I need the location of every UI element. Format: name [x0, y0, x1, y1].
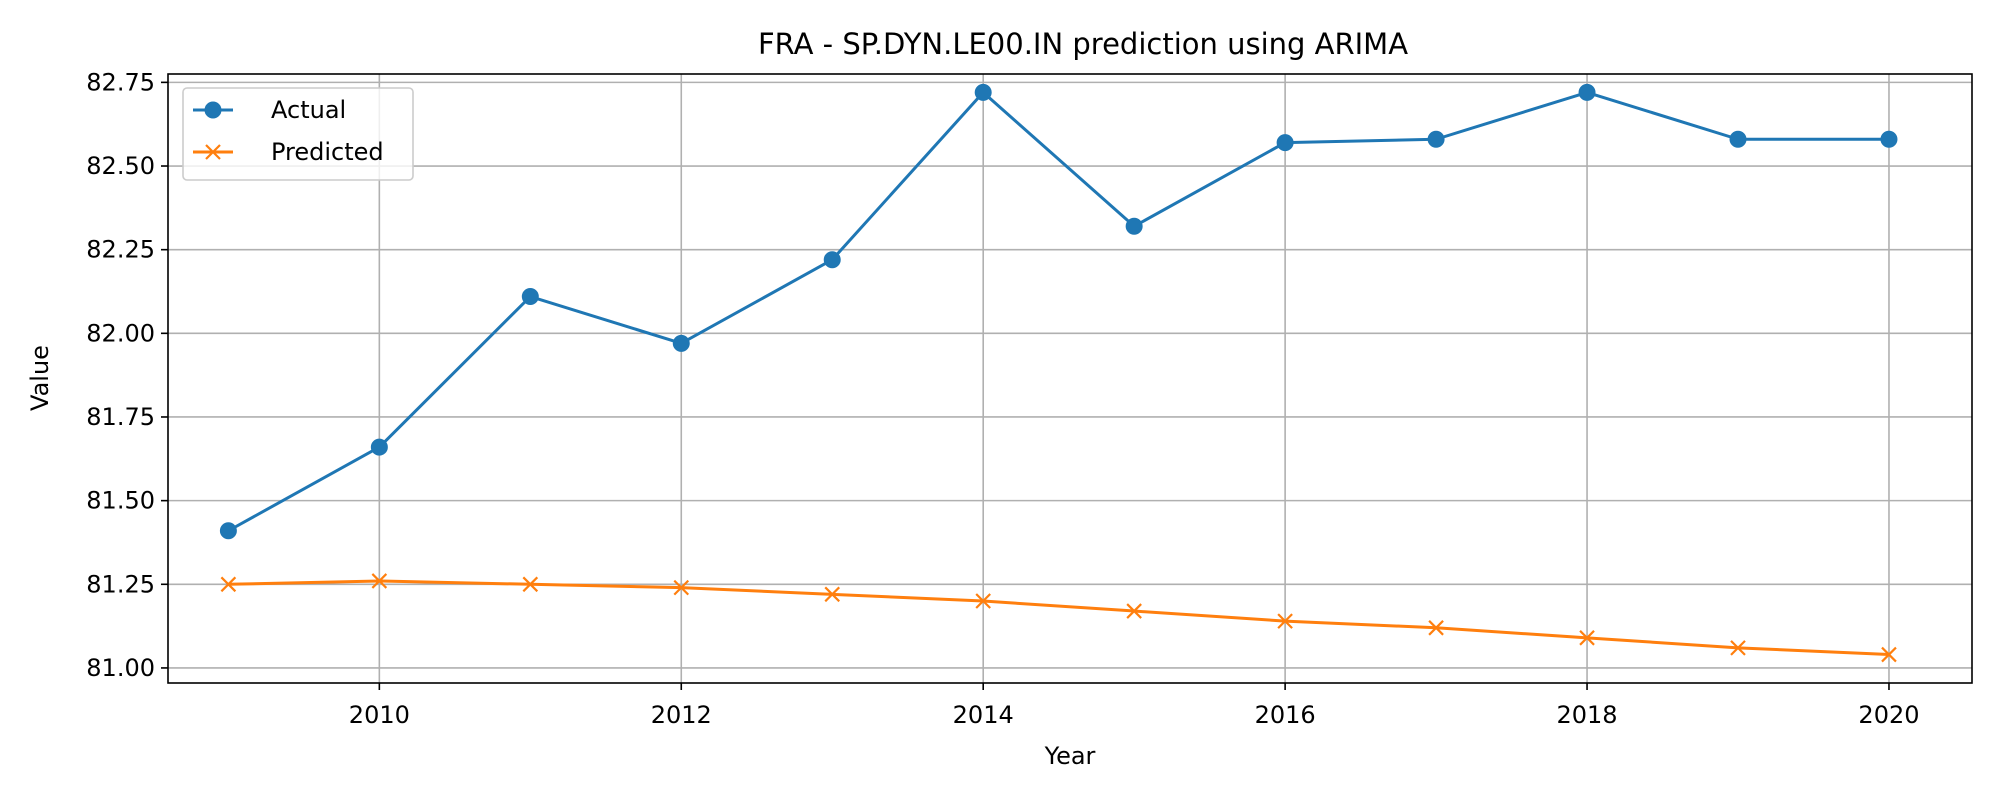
x-marker-stroke — [1126, 603, 1142, 619]
actual-point — [1276, 134, 1294, 152]
actual-point — [219, 522, 237, 540]
predicted-point — [975, 593, 991, 609]
x-axis-title: Year — [1044, 742, 1096, 770]
legend-frame — [182, 87, 414, 181]
legend-item-actual: Actual — [193, 96, 346, 124]
chart-title: FRA - SP.DYN.LE00.IN prediction using AR… — [758, 27, 1408, 61]
actual-point — [672, 334, 690, 352]
x-marker-stroke — [1277, 613, 1293, 629]
x-marker-stroke — [205, 144, 221, 160]
y-tick-label: 82.25 — [86, 236, 155, 264]
predicted-point — [824, 586, 841, 603]
x-tick-label: 2018 — [1557, 701, 1618, 729]
x-marker-stroke — [1881, 646, 1897, 663]
actual-point — [1880, 130, 1898, 148]
x-tick-label: 2012 — [651, 701, 712, 729]
y-tick-label: 82.00 — [86, 319, 155, 347]
x-marker-stroke — [522, 576, 539, 593]
plot-frame — [167, 73, 1973, 684]
x-tick-label: 2020 — [1858, 701, 1919, 729]
x-tick-label: 2010 — [349, 701, 410, 729]
predicted-line — [228, 579, 1890, 657]
predicted-point — [1126, 603, 1142, 619]
x-tick-label: 2014 — [953, 701, 1014, 729]
actual-point — [974, 83, 992, 101]
predicted-point — [371, 573, 388, 589]
actual-point — [1729, 130, 1747, 148]
x-tick-label: 2016 — [1255, 701, 1316, 729]
x-marker-stroke — [975, 593, 991, 609]
y-tick-label: 81.50 — [86, 487, 155, 515]
predicted-point — [1428, 620, 1444, 636]
legend-item-predicted: Predicted — [193, 138, 384, 166]
x-marker-stroke — [220, 576, 237, 593]
actual-line — [227, 90, 1889, 533]
x-marker-stroke — [371, 573, 388, 589]
legend-label: Predicted — [271, 138, 384, 166]
y-tick-label: 82.75 — [86, 68, 155, 96]
y-tick-label: 81.75 — [86, 403, 155, 431]
legend: Actual Predicted — [182, 87, 414, 181]
legend-label: Actual — [271, 96, 346, 124]
legend-swatch-marker — [204, 101, 222, 119]
y-tick-label: 81.00 — [86, 654, 155, 682]
y-tick-label: 81.25 — [86, 570, 155, 598]
actual-point — [823, 251, 841, 269]
x-marker-stroke — [1579, 630, 1595, 646]
predicted-point — [1277, 613, 1293, 629]
predicted-point — [673, 579, 690, 596]
y-axis-title: Value — [26, 345, 54, 411]
predicted-series — [220, 573, 1897, 663]
actual-point — [370, 438, 388, 456]
x-marker-stroke — [824, 586, 841, 603]
x-marker-stroke — [1730, 640, 1746, 656]
x-marker-stroke — [1428, 620, 1444, 636]
predicted-point — [1730, 640, 1746, 656]
predicted-point — [220, 576, 237, 593]
predicted-point — [1579, 630, 1595, 646]
series-layer — [219, 83, 1898, 663]
actual-point — [1427, 130, 1445, 148]
x-marker-stroke — [673, 579, 690, 596]
actual-point — [1125, 217, 1143, 235]
actual-point — [1578, 83, 1596, 101]
legend-swatch-marker — [205, 144, 221, 160]
actual-point — [521, 288, 539, 306]
y-tick-label: 82.50 — [86, 152, 155, 180]
predicted-point — [1881, 646, 1897, 663]
axis-ticks: 2010 2012 2014 2016 2018 2020 81.00 81.25 81.50 8… — [86, 68, 1919, 729]
predicted-point — [522, 576, 539, 593]
actual-series — [219, 83, 1898, 540]
